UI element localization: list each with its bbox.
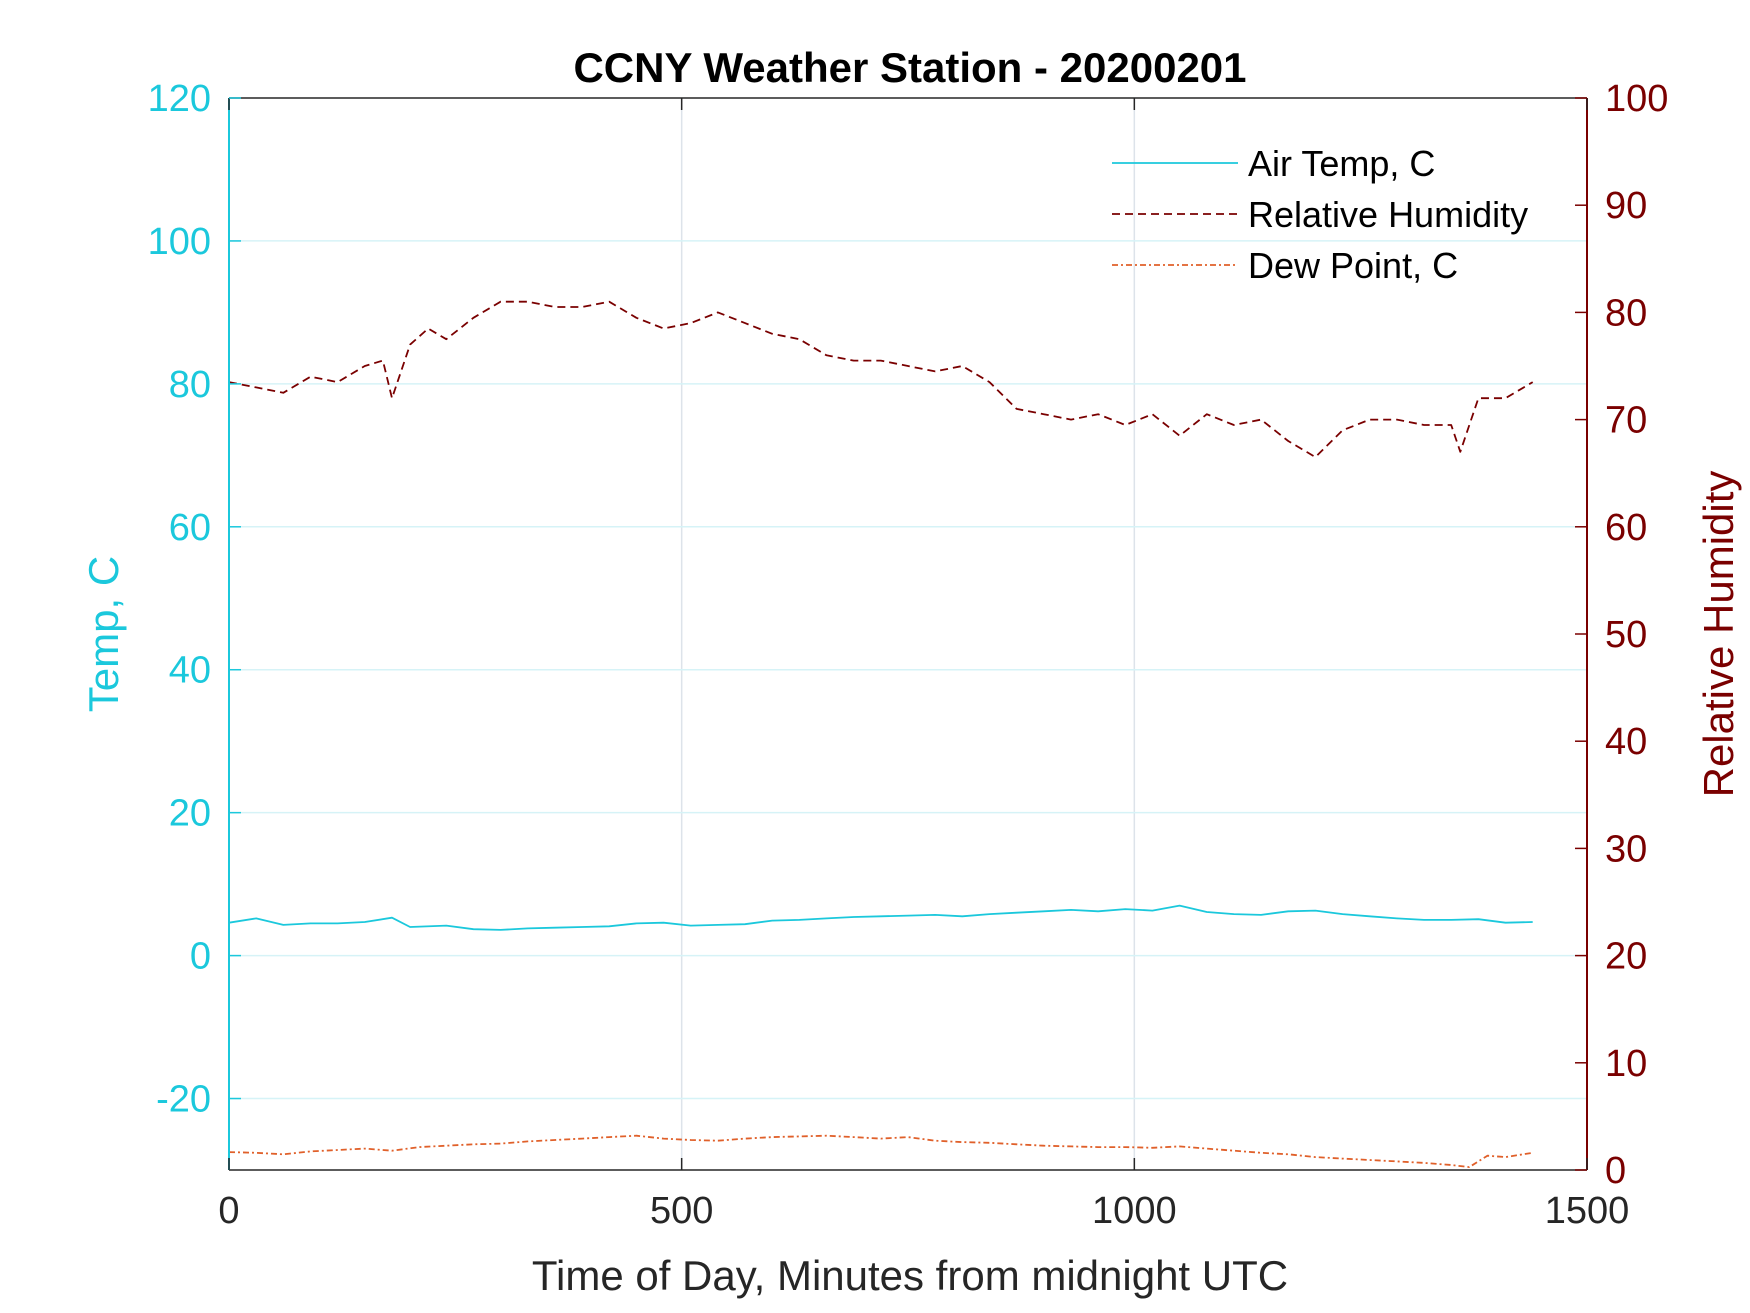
right-y-tick-label: 50 — [1605, 614, 1647, 656]
left-y-tick-label: 0 — [190, 936, 211, 978]
left-y-tick-label: 40 — [169, 650, 211, 692]
left-y-tick-label: 60 — [169, 507, 211, 549]
grid — [229, 98, 1587, 1170]
right-y-tick-label: 90 — [1605, 185, 1647, 227]
left-y-tick-label: 100 — [148, 221, 211, 263]
series-line-2 — [228, 300, 1534, 459]
right-y-axis-label: Relative Humidity — [1695, 471, 1742, 798]
x-tick-label: 1500 — [1545, 1190, 1630, 1232]
chart-title: CCNY Weather Station - 20200201 — [573, 44, 1246, 91]
left-y-tick-label: -20 — [156, 1079, 211, 1121]
x-tick-label: 0 — [218, 1190, 239, 1232]
right-y-tick-label: 70 — [1605, 400, 1647, 442]
left-y-axis-label: Temp, C — [80, 556, 127, 712]
series-layer — [228, 300, 1534, 1168]
right-y-tick-label: 100 — [1605, 78, 1668, 120]
x-axis-label: Time of Day, Minutes from midnight UTC — [532, 1252, 1288, 1299]
right-y-tick-label: 0 — [1605, 1150, 1626, 1192]
right-y-tick-label: 40 — [1605, 721, 1647, 763]
series-line-1 — [228, 904, 1533, 931]
right-y-tick-label: 60 — [1605, 507, 1647, 549]
legend-label-3: Dew Point, C — [1248, 245, 1458, 286]
x-tick-label: 500 — [650, 1190, 713, 1232]
legend-label-2: Relative Humidity — [1248, 194, 1528, 235]
left-y-tick-label: 80 — [169, 364, 211, 406]
axes: 0 500 1000 1500 -20 0 20 40 60 80 100 120 0 10 20 30 40 5… — [148, 78, 1669, 1232]
series-line-3 — [228, 1134, 1533, 1168]
right-y-tick-label: 80 — [1605, 292, 1647, 334]
right-y-tick-label: 30 — [1605, 828, 1647, 870]
x-tick-label: 1000 — [1092, 1190, 1177, 1232]
right-y-tick-label: 20 — [1605, 936, 1647, 978]
left-y-tick-label: 20 — [169, 793, 211, 835]
right-y-tick-label: 10 — [1605, 1043, 1647, 1085]
left-y-tick-label: 120 — [148, 78, 211, 120]
legend-label-1: Air Temp, C — [1248, 143, 1435, 184]
legend: Air Temp, C Relative Humidity Dew Point, C — [1112, 143, 1528, 286]
